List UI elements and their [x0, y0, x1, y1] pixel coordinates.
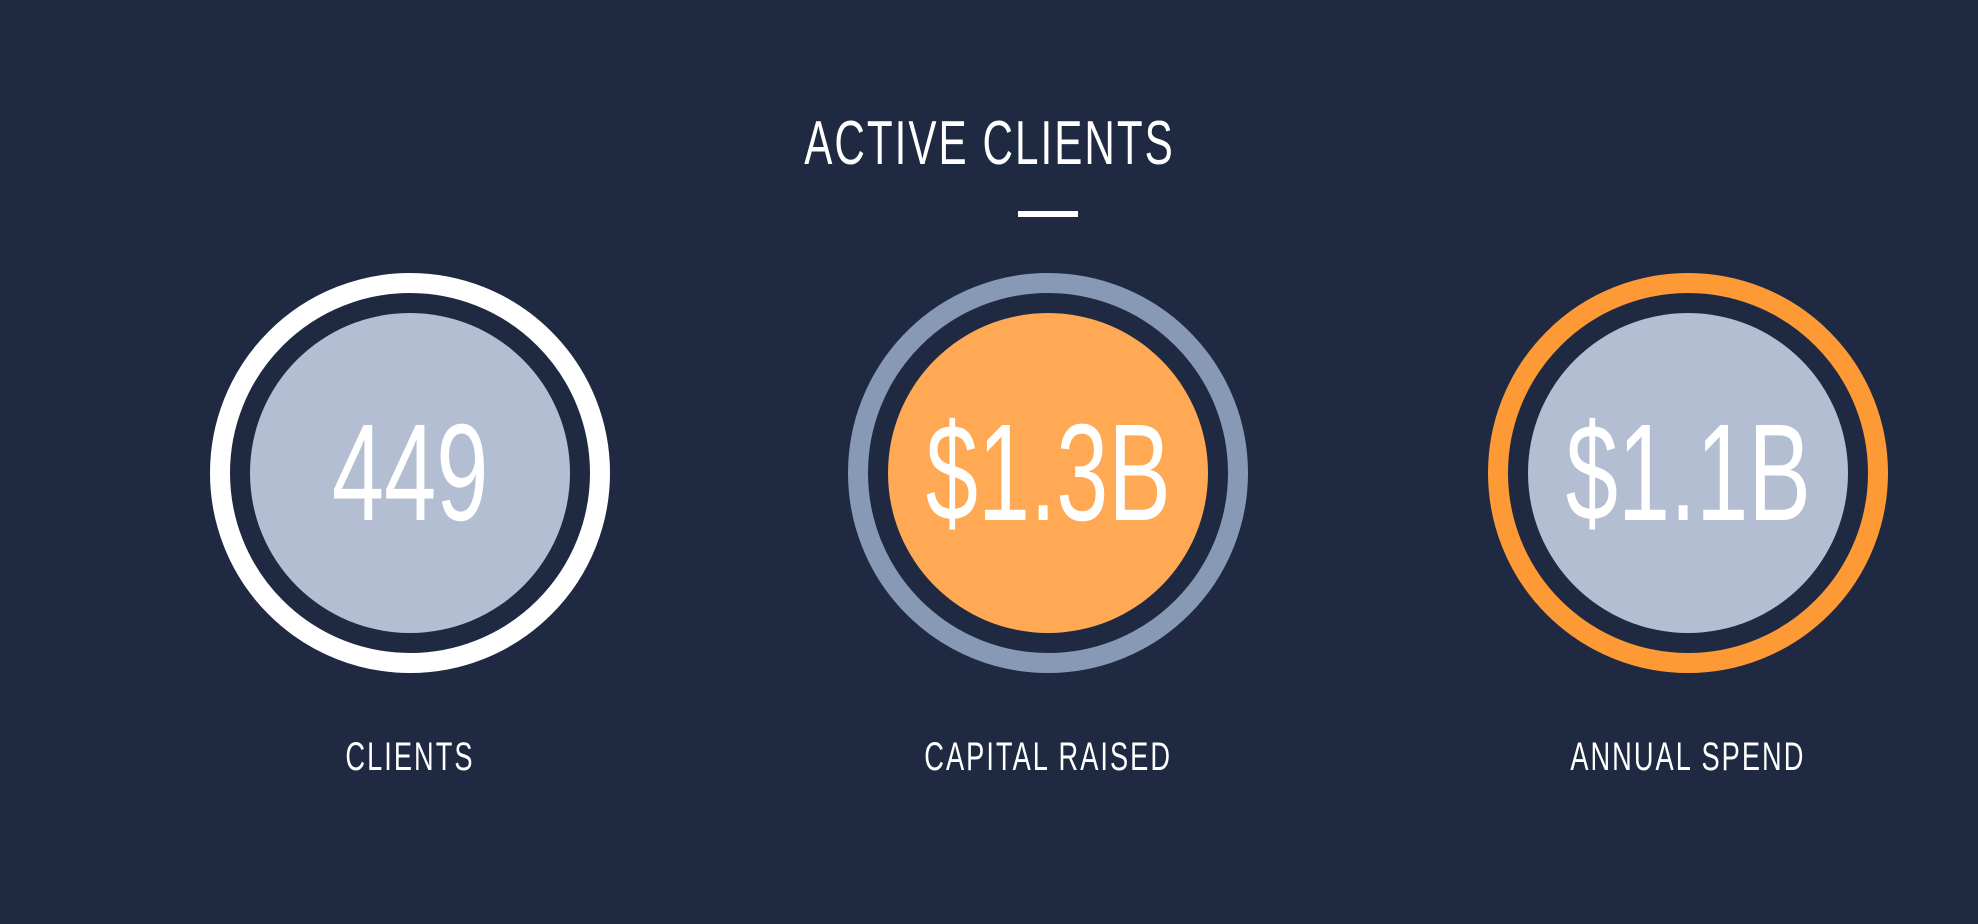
stat-clients: 449 [210, 273, 610, 673]
stat-label: CAPITAL RAISED [924, 735, 1172, 779]
title-underline [1018, 211, 1078, 217]
stat-value: 449 [331, 396, 489, 550]
section-title: ACTIVE CLIENTS [803, 109, 1175, 178]
stat-circle: $1.1B [1528, 313, 1848, 633]
stat-annual-spend: $1.1B [1488, 273, 1888, 673]
stat-label: ANNUAL SPEND [1570, 735, 1806, 779]
stat-value: $1.1B [1565, 396, 1811, 550]
stat-circle: 449 [250, 313, 570, 633]
stat-circle: $1.3B [888, 313, 1208, 633]
stat-capital-raised: $1.3B [848, 273, 1248, 673]
stat-value: $1.3B [925, 396, 1171, 550]
stat-label: CLIENTS [345, 735, 475, 779]
